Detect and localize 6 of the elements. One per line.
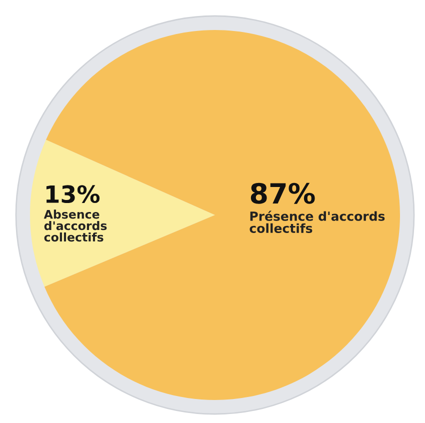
pie-slice [30,140,215,287]
data-label: 87% [250,182,315,204]
slice-label: Absence d'accords collectifs [44,210,107,242]
slice-label: Présence d'accords collectifs [250,210,385,234]
pie-slice [44,30,400,400]
data-label: 13% [46,185,100,204]
